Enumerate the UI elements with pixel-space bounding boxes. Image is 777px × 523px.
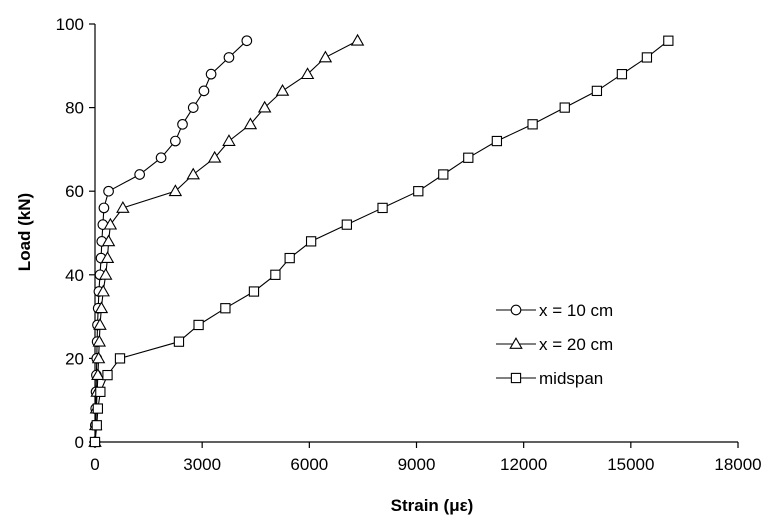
- data-point: [177, 118, 188, 130]
- data-point: [275, 83, 290, 96]
- data-point: [270, 269, 281, 280]
- x-tick-label: 0: [90, 455, 99, 474]
- legend: x = 10 cm x = 20 cm midspan: [496, 301, 613, 388]
- legend-label: x = 20 cm: [539, 335, 613, 354]
- data-point: [207, 150, 222, 163]
- data-point: [102, 369, 113, 381]
- data-point: [91, 368, 105, 381]
- legend-label: midspan: [539, 369, 603, 388]
- y-tick-label: 20: [65, 349, 84, 368]
- data-point: [413, 186, 424, 197]
- data-point: [103, 185, 114, 197]
- data-point: [220, 303, 231, 314]
- data-point: [96, 284, 110, 297]
- y-tick-label: 80: [65, 99, 84, 118]
- legend-marker: [510, 372, 522, 384]
- x-axis-title: Strain (με): [391, 496, 474, 515]
- data-point: [663, 35, 674, 46]
- y-tick-label: 60: [65, 182, 84, 201]
- data-point: [114, 353, 126, 364]
- data-point: [205, 68, 217, 80]
- data-point: [101, 234, 116, 247]
- series-midspan: [89, 35, 674, 448]
- data-point: [463, 152, 474, 163]
- series-layer: [88, 33, 674, 448]
- data-point: [103, 217, 118, 230]
- data-point: [168, 184, 183, 197]
- series-line: [94, 40, 248, 443]
- x-tick-label: 15000: [607, 455, 654, 474]
- x-tick-label: 3000: [183, 455, 221, 474]
- data-point: [350, 33, 365, 46]
- data-point: [93, 318, 107, 330]
- data-point: [92, 403, 104, 414]
- axes: 0 20 40 60 80 100 0 3000 6000 9000 12000 15000 18000: [56, 15, 762, 474]
- data-point: [284, 252, 295, 264]
- data-point: [241, 35, 253, 47]
- data-point: [616, 69, 628, 80]
- data-point: [318, 50, 333, 63]
- x-tick-label: 9000: [398, 455, 436, 474]
- y-tick-label: 40: [65, 266, 84, 285]
- data-point: [193, 319, 204, 331]
- data-point: [300, 67, 315, 80]
- data-point: [527, 119, 538, 130]
- data-point: [98, 267, 113, 280]
- x-tick-label: 12000: [500, 455, 547, 474]
- data-point: [95, 386, 106, 397]
- data-point: [134, 169, 146, 180]
- data-point: [438, 169, 449, 180]
- legend-label: x = 10 cm: [539, 301, 613, 320]
- x-tick-label: 18000: [714, 455, 761, 474]
- data-point: [91, 420, 102, 431]
- data-point: [100, 251, 115, 263]
- legend-entry: x = 10 cm: [496, 301, 613, 320]
- data-point: [305, 236, 317, 247]
- data-point: [591, 85, 603, 97]
- data-point: [198, 85, 210, 97]
- legend-marker: [509, 337, 523, 349]
- data-point: [243, 117, 258, 130]
- data-point: [155, 152, 167, 164]
- data-point: [94, 301, 109, 314]
- data-point: [91, 351, 106, 364]
- data-point: [257, 100, 272, 113]
- legend-marker: [510, 304, 522, 316]
- legend-entry: midspan: [496, 369, 603, 388]
- data-point: [491, 135, 503, 147]
- data-point: [116, 201, 130, 213]
- data-point: [170, 135, 181, 147]
- data-point: [186, 167, 200, 180]
- data-point: [223, 52, 235, 63]
- data-point: [341, 219, 352, 230]
- y-axis-title: Load (kN): [15, 193, 34, 271]
- data-point: [89, 436, 101, 448]
- data-point: [173, 336, 185, 347]
- legend-entry: x = 20 cm: [496, 335, 613, 354]
- series-x-10-cm: [89, 35, 253, 448]
- data-point: [641, 52, 653, 63]
- y-tick-label: 100: [56, 15, 84, 34]
- data-point: [187, 102, 199, 113]
- data-point: [92, 334, 107, 347]
- data-point: [222, 134, 236, 146]
- series-line: [94, 40, 358, 443]
- data-point: [559, 102, 570, 113]
- data-point: [248, 286, 260, 297]
- data-point: [377, 202, 388, 214]
- x-tick-label: 6000: [290, 455, 328, 474]
- data-point: [98, 202, 110, 214]
- series-x-20-cm: [88, 33, 365, 447]
- y-tick-label: 0: [75, 433, 84, 452]
